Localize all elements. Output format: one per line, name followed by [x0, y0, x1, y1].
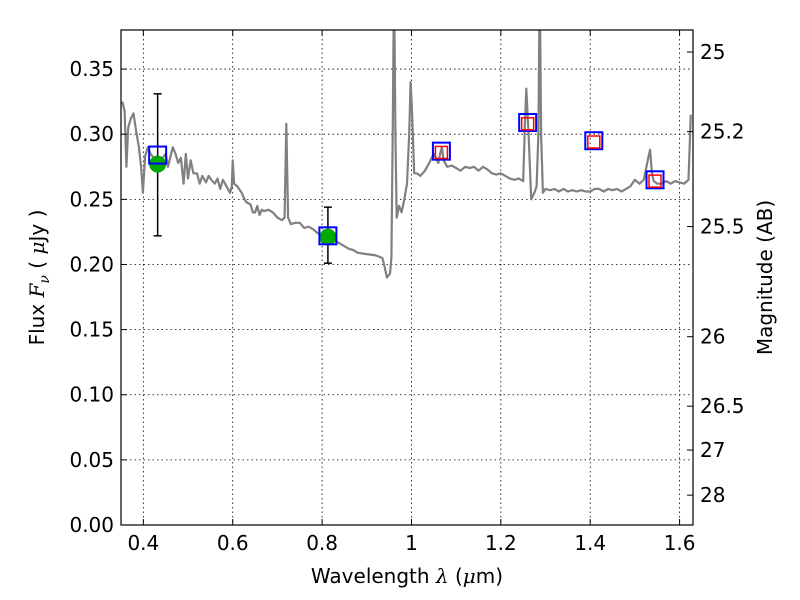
model-band-marker	[148, 145, 168, 165]
upper-band-marker	[434, 145, 449, 160]
x-tick-label: 0.8	[306, 531, 338, 555]
x-tick-label: 1.2	[485, 531, 517, 555]
y2-tick-label: 28	[700, 483, 725, 507]
model-band-marker	[318, 226, 338, 246]
axis-ticks: 0.4 0.6 0.8 1 1.2 1.4 1.6 0.00 0.05 0.10 0.15 0.20 0…	[69, 30, 745, 555]
x-tick-label: 0.4	[127, 531, 159, 555]
y-tick-label: 0.25	[69, 187, 114, 211]
model-band-marker	[584, 131, 604, 151]
y2-tick-label: 26.5	[700, 394, 745, 418]
model-band-marker	[645, 170, 665, 190]
x-tick-label: 1.4	[574, 531, 606, 555]
y2-tick-label: 26	[700, 325, 725, 349]
plot-frame	[120, 29, 694, 526]
y-tick-label: 0.35	[69, 57, 114, 81]
y-axis-label: Flux Fν ( μJy )	[25, 210, 53, 346]
y-tick-label: 0.15	[69, 318, 114, 342]
y-tick-label: 0.30	[69, 122, 114, 146]
upper-band-marker	[587, 135, 601, 149]
y2-tick-label: 25	[700, 40, 725, 64]
y2-tick-label: 27	[700, 438, 725, 462]
y2-tick-label: 25.5	[700, 215, 745, 239]
x-tick-label: 0.6	[217, 531, 249, 555]
y2-axis-label: Magnitude (AB)	[753, 200, 777, 355]
upper-band-marker	[648, 174, 662, 188]
y-tick-label: 0.05	[69, 448, 114, 472]
upper-band-marker	[520, 117, 535, 131]
x-axis-label: Wavelength λ (μm)	[311, 564, 503, 588]
photometry-point	[149, 93, 167, 237]
model-band-marker	[518, 112, 538, 132]
y2-tick-label: 25.2	[700, 120, 745, 144]
y-tick-label: 0.10	[69, 383, 114, 407]
photometry-marker	[319, 228, 337, 246]
grid-lines	[121, 30, 693, 526]
x-tick-label: 1	[405, 531, 418, 555]
x-tick-label: 1.6	[664, 531, 696, 555]
model-spectrum-line	[121, 30, 692, 279]
y-tick-label: 0.20	[69, 252, 114, 276]
plot-area	[121, 30, 692, 279]
model-band-marker	[431, 141, 451, 161]
y-tick-label: 0.00	[69, 513, 114, 537]
